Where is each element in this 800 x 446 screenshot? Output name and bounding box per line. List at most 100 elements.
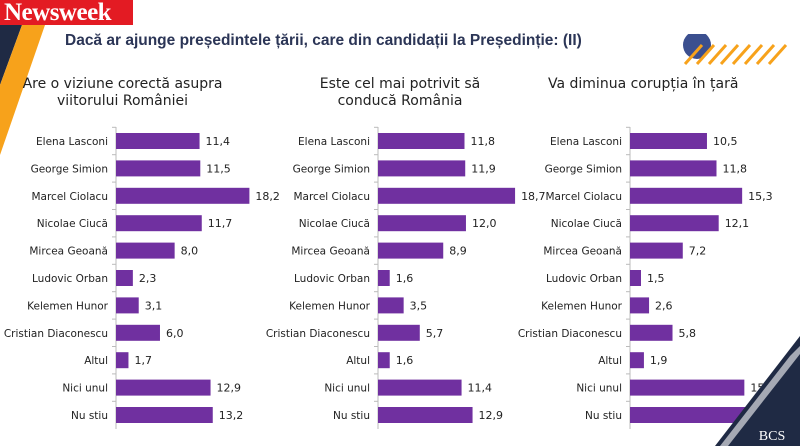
data-label: 7,2 [689, 245, 707, 258]
data-label: 15,3 [748, 190, 773, 203]
data-label: 13,2 [219, 409, 244, 422]
bar [630, 133, 707, 149]
bar [630, 407, 746, 423]
bar [116, 352, 129, 369]
category-label: Ludovic Orban [294, 273, 370, 285]
category-label: Marcel Ciolacu [545, 191, 622, 203]
category-label: Marcel Ciolacu [293, 191, 370, 203]
data-label: 12,9 [479, 409, 504, 422]
panel-title-3: Va diminua corupția în țară [548, 76, 739, 92]
bar [116, 379, 211, 396]
bar [630, 379, 745, 396]
bar [378, 324, 420, 341]
bar [116, 215, 202, 232]
newsweek-logo: Newsweek [0, 0, 133, 25]
data-label: 1,5 [647, 272, 665, 285]
category-label: George Simion [545, 163, 622, 175]
data-label: 2,3 [139, 272, 157, 285]
panel-title-1: Are o viziune corectă asupra viitorului … [22, 76, 223, 109]
bar [378, 215, 466, 232]
category-label: Altul [346, 355, 370, 367]
panel-title-2: Este cel mai potrivit să conducă România [319, 76, 481, 109]
data-label: 11,8 [470, 135, 495, 148]
category-label: Kelemen Hunor [289, 300, 371, 312]
category-label: Nu stiu [71, 410, 108, 422]
bar [378, 270, 390, 286]
category-label: Elena Lasconi [550, 136, 622, 148]
category-label: Kelemen Hunor [541, 300, 623, 312]
data-label: 1,6 [396, 272, 414, 285]
bar [378, 187, 516, 204]
bar [378, 407, 473, 423]
category-label: Nicolae Ciucă [551, 218, 622, 230]
bar [630, 187, 743, 204]
data-label: 2,6 [655, 299, 673, 312]
bar [378, 242, 444, 259]
bar [630, 324, 673, 341]
bar [116, 160, 201, 177]
data-label: 10,5 [713, 135, 738, 148]
category-label: Altul [84, 355, 108, 367]
category-label: Elena Lasconi [36, 136, 108, 148]
data-label: 18,2 [255, 190, 280, 203]
bar [116, 187, 250, 204]
category-label: Cristian Diaconescu [266, 328, 370, 340]
bcs-watermark: BCS [715, 336, 800, 446]
page-title: Dacă ar ajunge președintele țării, care … [65, 32, 582, 49]
data-label: 12,9 [217, 382, 242, 395]
bar [116, 407, 213, 423]
data-label: 3,5 [410, 299, 428, 312]
data-label: 11,4 [206, 135, 231, 148]
bar [378, 379, 462, 396]
bar [630, 297, 650, 314]
category-label: Altul [598, 355, 622, 367]
category-label: Nici unul [62, 383, 108, 395]
category-label: Nicolae Ciucă [37, 218, 108, 230]
category-label: Nu stiu [333, 410, 370, 422]
category-label: Ludovic Orban [546, 273, 622, 285]
data-label: 18,7 [521, 190, 546, 203]
decorative-stripes [0, 25, 45, 155]
bar [630, 215, 719, 232]
data-label: 11,9 [471, 162, 496, 175]
bcs-text: BCS [759, 429, 785, 444]
category-label: Ludovic Orban [32, 273, 108, 285]
category-label: Mircea Geoană [29, 246, 108, 258]
bar [116, 242, 175, 259]
decorative-circle-stripes [683, 34, 788, 66]
data-label: 12,0 [472, 217, 497, 230]
data-label: 11,8 [722, 162, 747, 175]
bar [116, 297, 139, 314]
category-label: Nici unul [576, 383, 622, 395]
category-label: Nicolae Ciucă [299, 218, 370, 230]
bar [630, 270, 641, 286]
category-label: George Simion [31, 163, 108, 175]
bar [116, 270, 133, 286]
bar [116, 324, 160, 341]
data-label: 12,1 [725, 217, 750, 230]
bar [378, 133, 465, 149]
category-label: Marcel Ciolacu [31, 191, 108, 203]
bar [378, 160, 466, 177]
category-label: Nu stiu [585, 410, 622, 422]
data-label: 8,0 [181, 245, 199, 258]
category-label: Elena Lasconi [298, 136, 370, 148]
category-label: Mircea Geoană [543, 246, 622, 258]
bar [630, 160, 717, 177]
category-label: Nici unul [324, 383, 370, 395]
category-label: Mircea Geoană [291, 246, 370, 258]
data-label: 8,9 [449, 245, 467, 258]
logo-text: Newsweek [4, 0, 112, 26]
data-label: 11,4 [468, 382, 493, 395]
category-label: Kelemen Hunor [27, 300, 109, 312]
data-label: 11,7 [208, 217, 233, 230]
data-label: 1,9 [650, 354, 668, 367]
bar [116, 133, 200, 149]
bar [378, 352, 390, 369]
data-label: 5,8 [679, 327, 697, 340]
data-label: 1,7 [134, 354, 152, 367]
data-label: 6,0 [166, 327, 184, 340]
category-label: Cristian Diaconescu [518, 328, 622, 340]
bar [378, 297, 404, 314]
